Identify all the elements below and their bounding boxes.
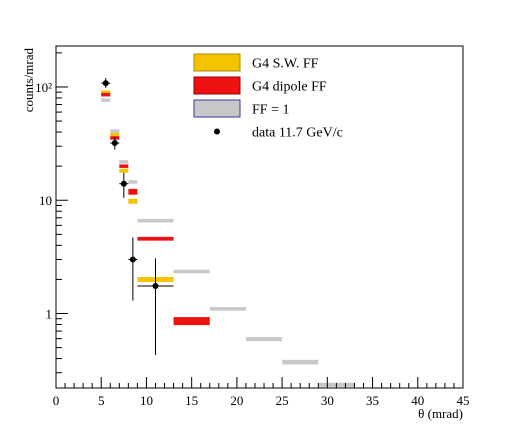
y-axis-label: counts/mrad: [21, 48, 36, 113]
band-g4-dipole-ff: [128, 188, 138, 195]
band-g4-dipole-ff: [137, 236, 174, 241]
data-point: [111, 140, 118, 147]
band-ff-1: [282, 359, 319, 365]
x-tick-label: 10: [140, 393, 153, 408]
legend-label: data 11.7 GeV/c: [252, 126, 343, 141]
x-tick-label: 15: [185, 393, 198, 408]
band-ff-1: [209, 307, 246, 311]
band-ff-1: [101, 98, 111, 102]
x-tick-label: 40: [411, 393, 424, 408]
legend-swatch: [193, 53, 241, 72]
y-tick-label: 1: [46, 307, 53, 322]
band-g4-s-w-ff: [128, 198, 138, 204]
band-ff-1: [128, 180, 138, 184]
band-ff-1: [137, 218, 174, 223]
data-point: [129, 256, 136, 263]
band-ff-1: [173, 269, 210, 274]
legend-label: FF = 1: [252, 103, 289, 118]
data-point: [152, 282, 159, 289]
band-g4-s-w-ff: [119, 168, 129, 173]
legend-marker: [214, 128, 220, 135]
y-tick-label: 10: [39, 193, 52, 208]
x-tick-label: 45: [457, 393, 470, 408]
legend-label: G4 dipole FF: [252, 80, 327, 95]
x-tick-label: 35: [366, 393, 379, 408]
band-ff-1: [110, 129, 120, 133]
x-axis-label: θ (mrad): [418, 406, 463, 421]
axes-layer: 0 5 10 15 20 25 30 35 40 45 1 10 10²: [35, 45, 470, 408]
y-tick-label: 10²: [35, 80, 52, 95]
data-point: [120, 180, 127, 187]
legend-swatch: [193, 76, 241, 95]
x-tick-label: 5: [98, 393, 105, 408]
band-g4-s-w-ff: [110, 132, 120, 137]
band-g4-dipole-ff: [119, 164, 129, 168]
plot-frame: [55, 45, 464, 389]
x-tick-label: 30: [321, 393, 334, 408]
band-g4-dipole-ff: [101, 92, 111, 97]
band-ff-1: [119, 160, 129, 164]
data-point-layer: [101, 78, 174, 356]
x-tick-label: 20: [230, 393, 243, 408]
legend-label: G4 S.W. FF: [252, 57, 319, 72]
band-ff-1: [245, 337, 283, 342]
legend: G4 S.W. FF G4 dipole FF FF = 1 data 11.7 Ge…: [193, 53, 343, 141]
x-tick-label: 25: [276, 393, 289, 408]
band-g4-dipole-ff: [173, 317, 210, 326]
band-g4-s-w-ff: [101, 90, 111, 94]
x-tick-label: 0: [53, 393, 60, 408]
legend-swatch: [193, 99, 241, 118]
data-point: [102, 80, 109, 87]
